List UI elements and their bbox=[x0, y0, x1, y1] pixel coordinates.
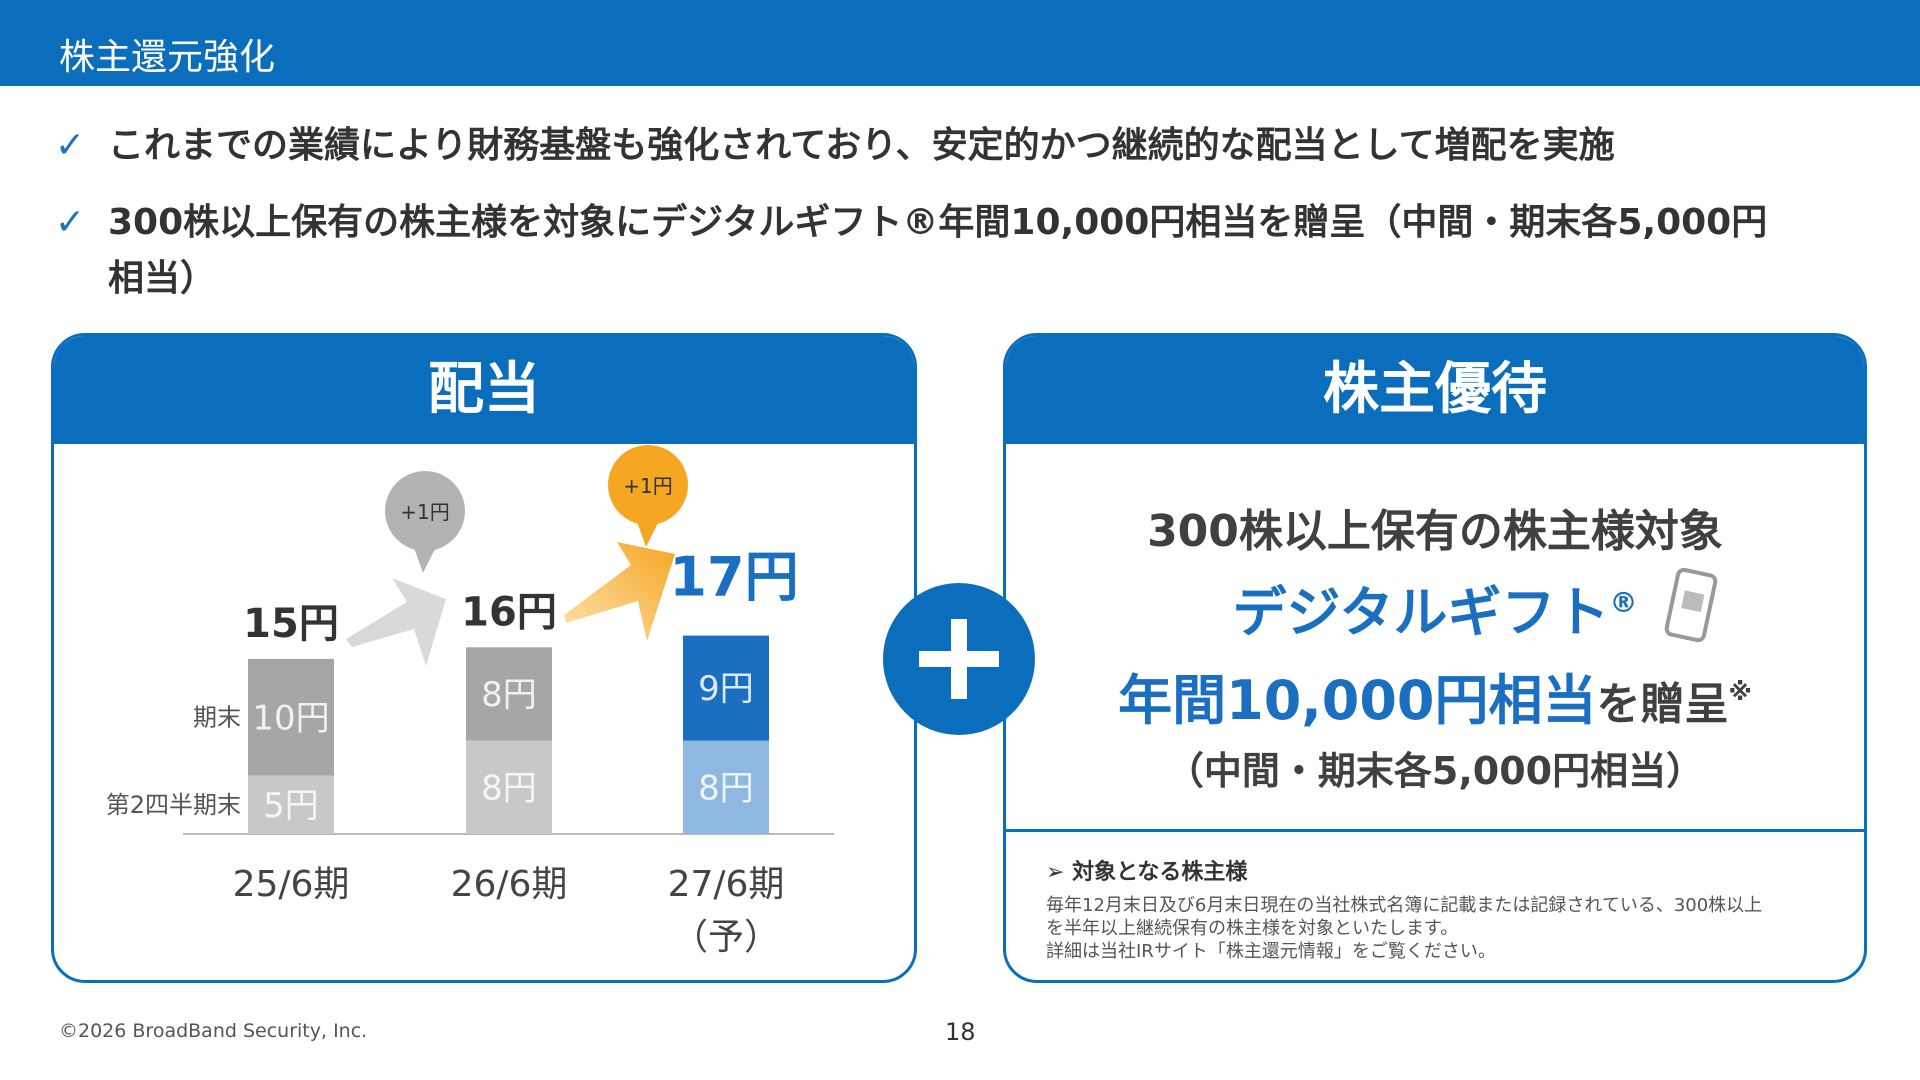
value-label: 9円 bbox=[698, 669, 754, 709]
annotation-bubble bbox=[608, 445, 688, 525]
value-label: 8円 bbox=[481, 768, 537, 808]
total-label: 17円 bbox=[669, 546, 798, 609]
bar bbox=[248, 775, 334, 834]
annotation: +1円 bbox=[400, 500, 449, 524]
legend-label: 第2四半期末 bbox=[106, 791, 241, 819]
plus-icon bbox=[883, 583, 1035, 735]
value-label: 8円 bbox=[698, 768, 754, 808]
bar bbox=[466, 740, 552, 834]
header-title: 株主還元強化 bbox=[59, 37, 276, 78]
x-tick-label: 27/6期 bbox=[668, 864, 785, 905]
bar bbox=[683, 635, 769, 741]
annotation: +1円 bbox=[623, 474, 672, 498]
annotation-bubble bbox=[385, 471, 465, 551]
arrow bbox=[346, 578, 446, 666]
target-heading: ➢ 対象となる株主様 bbox=[1046, 860, 1248, 885]
gift: デジタルギフト bbox=[1232, 581, 1610, 644]
panel-title: 配当 bbox=[54, 336, 914, 444]
amount-suffix: を贈呈 bbox=[1596, 679, 1729, 730]
target-text: を半年以上継続保有の株主様を対象といたします。 bbox=[1046, 918, 1459, 939]
legend-label: 期末 bbox=[193, 703, 241, 731]
annotation-tail bbox=[413, 545, 437, 573]
bar bbox=[248, 658, 334, 776]
annotation-tail bbox=[636, 519, 660, 547]
copyright: ©2026 BroadBand Security, Inc. bbox=[59, 1020, 368, 1042]
value-label: 10円 bbox=[252, 698, 329, 738]
total-label: 15円 bbox=[243, 601, 339, 647]
target-text: 毎年12月末日及び6月末日現在の当社株式名簿に記載または記録されている、300株… bbox=[1046, 895, 1763, 916]
benefit-line: 300株以上保有の株主様対象 bbox=[1147, 506, 1723, 557]
page-number: 18 bbox=[945, 1018, 976, 1046]
arrow bbox=[564, 542, 675, 641]
bar bbox=[466, 647, 552, 741]
total-label: 16円 bbox=[461, 589, 557, 635]
benefit-panel: 株主優待 bbox=[1003, 333, 1867, 983]
benefit-detail: （中間・期末各5,000円相当） bbox=[1165, 749, 1705, 793]
amount: 年間10,000円相当 bbox=[1118, 669, 1597, 732]
bullet-text: これまでの業績により財務基盤も強化されており、安定的かつ継続的な配当として増配を… bbox=[108, 125, 1615, 166]
panel-title: 株主優待 bbox=[1006, 336, 1864, 444]
gift-mark: ® bbox=[1609, 586, 1638, 619]
value-label: 8円 bbox=[481, 675, 537, 715]
value-label: 5円 bbox=[263, 786, 319, 826]
amount-line: 年間10,000円相当を贈呈※ bbox=[1003, 656, 1867, 735]
note-mark: ※ bbox=[1728, 678, 1752, 706]
x-tick-label: 26/6期 bbox=[451, 864, 568, 905]
dividend-panel: 配当 5円 第2四半期末 10円 期末 15円 25/6期 8円 8円 16円 26/6期 8円 9円… bbox=[51, 333, 917, 983]
bar bbox=[683, 740, 769, 834]
bullet-text: 300株以上保有の株主様を対象にデジタルギフト®年間10,000円相当を贈呈（中… bbox=[108, 202, 1768, 299]
divider bbox=[1006, 829, 1864, 832]
header-bar bbox=[0, 0, 1920, 86]
phone-icon bbox=[1664, 567, 1718, 643]
target-heading-text: 対象となる株主様 bbox=[1072, 860, 1248, 885]
gift-line: デジタルギフト® bbox=[1003, 568, 1867, 647]
x-tick-label: 25/6期 bbox=[233, 864, 350, 905]
x-tick-note: （予） bbox=[672, 917, 780, 958]
target-text: 詳細は当社IRサイト「株主還元情報」をご覧ください。 bbox=[1046, 941, 1496, 962]
